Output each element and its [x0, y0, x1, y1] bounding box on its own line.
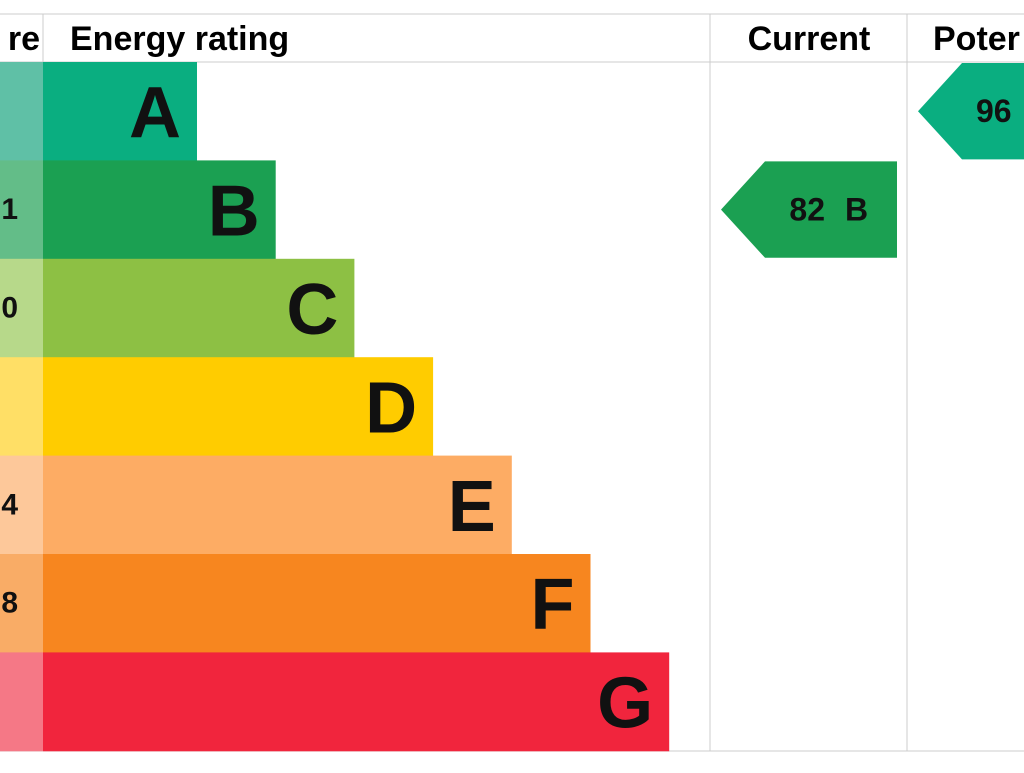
header-potential: Poter — [933, 20, 1020, 58]
potential-score: 96 — [976, 93, 1012, 129]
band-bar — [43, 62, 197, 161]
current-score: 82 — [789, 192, 825, 228]
band-score: 4 — [1, 488, 18, 521]
band-letter: D — [365, 368, 417, 448]
score-cell — [0, 160, 43, 260]
score-cell — [0, 258, 43, 358]
rating-arrow — [721, 161, 897, 258]
band-score: 1 — [1, 193, 18, 226]
band-letter: B — [208, 172, 260, 252]
band-letter: E — [448, 467, 496, 547]
band-bar — [43, 160, 276, 260]
score-cell — [0, 455, 43, 555]
score-cell — [0, 652, 43, 752]
score-cell — [0, 62, 43, 161]
band-bar — [43, 455, 512, 555]
band-bar — [43, 652, 670, 752]
band-score: 8 — [1, 587, 18, 620]
band-bar — [43, 258, 355, 358]
header-rating: Energy rating — [70, 20, 289, 58]
header-score: re — [8, 20, 40, 58]
band-letter: F — [531, 565, 575, 645]
band-letter: C — [286, 270, 338, 350]
header-current: Current — [748, 20, 871, 58]
band-score: 0 — [1, 292, 18, 325]
band-bar — [43, 554, 591, 653]
score-cell — [0, 357, 43, 457]
current-band: B — [845, 192, 868, 228]
rating-arrow — [918, 63, 1024, 160]
band-bar — [43, 357, 434, 457]
band-letter: A — [129, 73, 181, 153]
band-letter: G — [597, 664, 653, 744]
score-cell — [0, 554, 43, 653]
